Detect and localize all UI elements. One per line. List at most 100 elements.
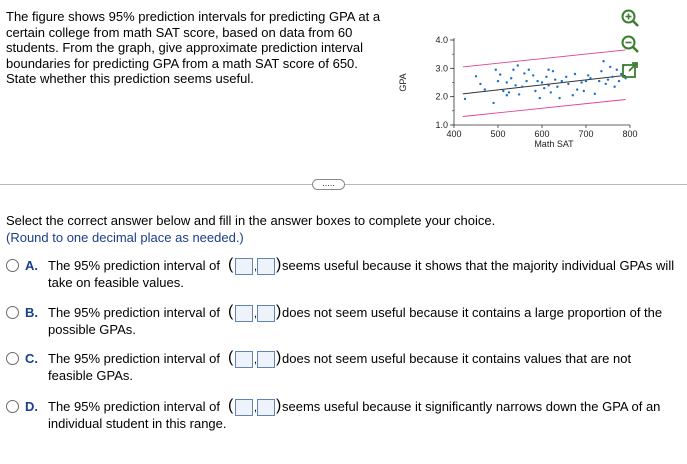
x-tick-label: 700 xyxy=(578,129,593,139)
data-point xyxy=(580,81,583,84)
option-c-prefix: The 95% prediction interval of xyxy=(48,351,220,366)
data-point xyxy=(556,85,559,88)
option-b-comma: , xyxy=(254,308,258,320)
option-a-continuation: take on feasible values. xyxy=(48,275,184,290)
option-a-lower-input[interactable] xyxy=(235,258,253,275)
data-point xyxy=(532,74,535,77)
option-b-letter: B. xyxy=(25,305,38,320)
data-point xyxy=(483,88,486,91)
lower-prediction-bound xyxy=(462,99,626,117)
option-d-letter: D. xyxy=(25,399,38,414)
data-point xyxy=(505,94,508,97)
option-d-paren-close: ) xyxy=(276,397,282,414)
zoom-out-icon[interactable] xyxy=(620,34,640,54)
option-d-suffix: seems useful because it significantly na… xyxy=(282,399,661,414)
option-c-suffix: does not seem useful because it contains… xyxy=(282,351,632,366)
option-d-continuation: individual student in this range. xyxy=(48,416,227,431)
option-a-paren-close: ) xyxy=(276,256,282,273)
data-point xyxy=(496,79,500,83)
data-point xyxy=(554,78,557,81)
x-tick-label: 600 xyxy=(534,129,549,139)
data-point xyxy=(567,82,570,86)
option-c-letter: C. xyxy=(25,351,38,366)
option-d-radio[interactable] xyxy=(6,400,19,413)
option-b-upper-input[interactable] xyxy=(257,305,275,322)
data-point xyxy=(510,77,513,80)
regression-line xyxy=(462,74,626,95)
data-point xyxy=(598,79,601,83)
upper-prediction-bound xyxy=(462,49,626,68)
data-point xyxy=(474,75,478,78)
data-point xyxy=(565,75,568,79)
data-point xyxy=(613,85,616,88)
popout-icon[interactable] xyxy=(620,60,640,80)
data-point xyxy=(584,79,588,83)
option-b-suffix: does not seem useful because it contains… xyxy=(282,305,663,320)
option-a-suffix: seems useful because it shows that the m… xyxy=(282,258,675,273)
y-tick-label: 4.0 xyxy=(435,35,448,45)
data-point xyxy=(505,81,508,84)
option-b-prefix: The 95% prediction interval of xyxy=(48,305,220,320)
data-point xyxy=(611,75,614,79)
option-a-radio[interactable] xyxy=(6,259,19,272)
option-a-comma: , xyxy=(254,261,258,273)
data-point xyxy=(521,85,524,88)
option-c-radio[interactable] xyxy=(6,352,19,365)
data-point xyxy=(549,91,552,94)
data-point xyxy=(558,96,561,100)
option-b-paren-open: ( xyxy=(228,303,234,320)
data-point xyxy=(589,77,592,80)
y-tick-label: 3.0 xyxy=(435,63,448,73)
data-point xyxy=(517,93,521,96)
data-point xyxy=(527,68,530,71)
data-point xyxy=(602,60,605,63)
data-point xyxy=(502,89,505,93)
data-point xyxy=(582,89,585,93)
option-b-radio[interactable] xyxy=(6,306,19,319)
data-point xyxy=(547,68,550,71)
data-point xyxy=(507,91,511,94)
option-b-paren-close: ) xyxy=(276,303,282,320)
data-point xyxy=(516,64,519,67)
data-point xyxy=(463,97,467,101)
data-point xyxy=(514,84,517,87)
x-axis-label: Math SAT xyxy=(534,139,574,149)
x-tick-label: 400 xyxy=(446,129,461,139)
data-point xyxy=(534,89,537,93)
option-c-lower-input[interactable] xyxy=(235,351,253,368)
data-point xyxy=(609,65,612,69)
data-point xyxy=(545,75,548,79)
data-point xyxy=(551,69,555,73)
data-point xyxy=(576,88,579,91)
option-c-continuation: feasible GPAs. xyxy=(48,368,134,383)
option-d-upper-input[interactable] xyxy=(257,399,275,416)
data-point xyxy=(525,79,528,83)
data-point xyxy=(547,84,550,87)
question-text: The figure shows 95% prediction interval… xyxy=(6,9,381,87)
option-d-comma: , xyxy=(254,402,258,414)
expand-button[interactable]: ..... xyxy=(312,179,345,190)
data-point xyxy=(492,101,495,105)
data-point xyxy=(540,81,544,84)
option-a-letter: A. xyxy=(25,258,38,273)
data-point xyxy=(617,79,621,83)
zoom-in-icon[interactable] xyxy=(620,8,640,28)
option-b-continuation: possible GPAs. xyxy=(48,322,136,337)
scatter-chart: 400 500 600 700 800 1.0 2.0 3.0 4.0 Math SAT GPA xyxy=(398,35,638,149)
y-axis-label: GPA xyxy=(398,73,408,91)
option-d-lower-input[interactable] xyxy=(235,399,253,416)
data-point xyxy=(494,68,497,71)
option-a-upper-input[interactable] xyxy=(257,258,275,275)
y-tick-label: 1.0 xyxy=(435,120,448,130)
data-point xyxy=(523,72,526,75)
option-b-lower-input[interactable] xyxy=(235,305,253,322)
option-c-upper-input[interactable] xyxy=(257,351,275,368)
y-tick-label: 2.0 xyxy=(435,92,448,102)
data-point xyxy=(536,79,539,83)
option-d-paren-open: ( xyxy=(228,397,234,414)
data-point xyxy=(615,68,618,71)
instruction-text: Select the correct answer below and fill… xyxy=(6,213,496,228)
x-tick-label: 800 xyxy=(622,129,637,139)
data-point xyxy=(512,68,515,71)
data-point xyxy=(538,96,541,100)
